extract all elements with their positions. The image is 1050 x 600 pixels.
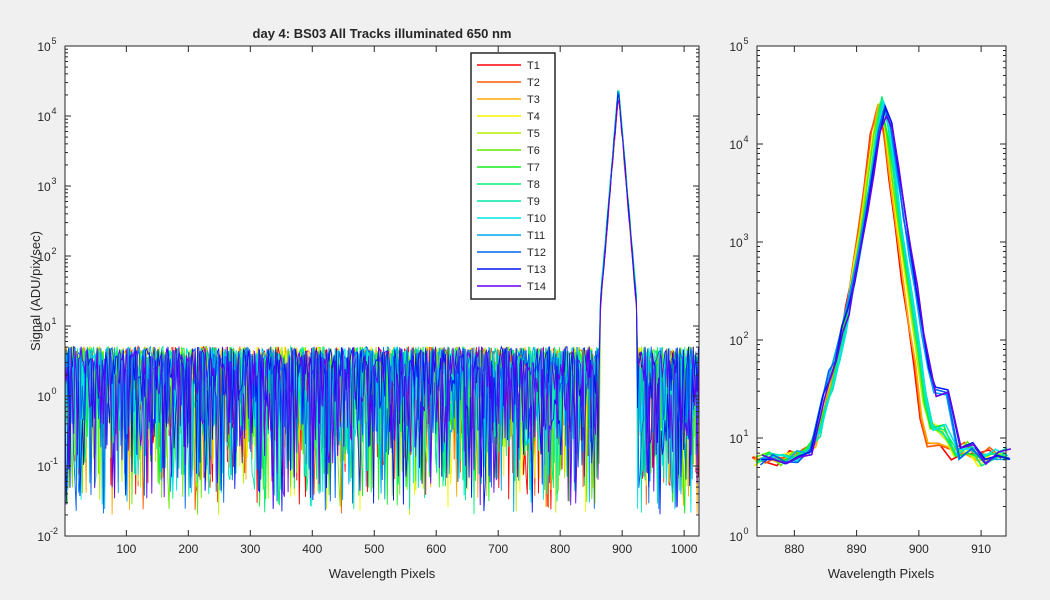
y-tick-exponent: 3 bbox=[51, 176, 56, 186]
legend-label-t11: T11 bbox=[527, 230, 545, 242]
zoom-plot-frame bbox=[756, 45, 1007, 537]
zoom-x-tick-label: 900 bbox=[909, 542, 929, 556]
legend-label-t12: T12 bbox=[527, 247, 546, 259]
zoom-y-tick-label: 10 bbox=[729, 432, 743, 446]
x-tick-label: 300 bbox=[240, 542, 260, 556]
zoom-series-line-t8 bbox=[757, 96, 1007, 467]
zoom-y-tick-exponent: 5 bbox=[743, 36, 748, 46]
main-x-axis-label: Wavelength Pixels bbox=[329, 566, 436, 581]
x-tick-label: 700 bbox=[488, 542, 508, 556]
series-line-t14 bbox=[64, 99, 699, 509]
zoom-series-line-t14 bbox=[761, 114, 1012, 466]
x-tick-label: 400 bbox=[302, 542, 322, 556]
y-tick-exponent: 5 bbox=[51, 36, 56, 46]
legend-label-t1: T1 bbox=[527, 60, 540, 72]
legend-label-t7: T7 bbox=[527, 162, 540, 174]
zoom-y-tick-label: 10 bbox=[729, 138, 743, 152]
legend-label-t2: T2 bbox=[527, 77, 540, 89]
x-tick-label: 1000 bbox=[671, 542, 698, 556]
legend-label-t4: T4 bbox=[527, 111, 540, 123]
zoom-x-tick-label: 890 bbox=[847, 542, 867, 556]
main-series-lines bbox=[64, 89, 699, 515]
y-tick-label: 10 bbox=[37, 530, 51, 544]
x-tick-label: 600 bbox=[426, 542, 446, 556]
zoom-y-tick-label: 10 bbox=[729, 530, 743, 544]
main-chart-title: day 4: BS03 All Tracks illuminated 650 n… bbox=[253, 26, 512, 41]
y-tick-label: 10 bbox=[37, 320, 51, 334]
legend-label-t14: T14 bbox=[527, 281, 546, 293]
zoom-y-tick-exponent: 0 bbox=[743, 526, 748, 536]
y-tick-exponent: 0 bbox=[51, 386, 56, 396]
main-spectrum-chart: day 4: BS03 All Tracks illuminated 650 n… bbox=[28, 26, 700, 581]
zoom-series-lines bbox=[751, 96, 1012, 468]
zoom-x-axis-label: Wavelength Pixels bbox=[828, 566, 935, 581]
y-tick-label: 10 bbox=[37, 390, 51, 404]
y-tick-exponent: -2 bbox=[50, 526, 58, 536]
y-tick-exponent: -1 bbox=[50, 456, 58, 466]
legend-label-t9: T9 bbox=[527, 196, 540, 208]
y-tick-label: 10 bbox=[37, 460, 51, 474]
legend-label-t8: T8 bbox=[527, 179, 540, 191]
y-tick-label: 10 bbox=[37, 40, 51, 54]
y-tick-label: 10 bbox=[37, 110, 51, 124]
x-tick-label: 500 bbox=[364, 542, 384, 556]
zoom-series-line-t10 bbox=[758, 100, 1009, 463]
legend-label-t5: T5 bbox=[527, 128, 540, 140]
zoom-y-tick-label: 10 bbox=[729, 236, 743, 250]
y-tick-label: 10 bbox=[37, 250, 51, 264]
zoom-x-tick-label: 880 bbox=[784, 542, 804, 556]
zoom-y-tick-label: 10 bbox=[729, 334, 743, 348]
zoom-y-tick-exponent: 4 bbox=[743, 134, 748, 144]
x-tick-label: 200 bbox=[178, 542, 198, 556]
legend-label-t10: T10 bbox=[527, 213, 546, 225]
series-line-t13 bbox=[64, 94, 699, 515]
main-plot-frame bbox=[64, 45, 700, 537]
zoom-y-tick-label: 10 bbox=[729, 40, 743, 54]
y-tick-exponent: 4 bbox=[51, 106, 56, 116]
x-tick-label: 800 bbox=[550, 542, 570, 556]
x-tick-label: 900 bbox=[612, 542, 632, 556]
legend: T1 T2 T3 T4 T5 T6 T7 T8 T9 T10 T11 T12 T13 T14 bbox=[470, 52, 556, 300]
y-tick-exponent: 1 bbox=[51, 316, 56, 326]
legend-label-t13: T13 bbox=[527, 264, 546, 276]
x-tick-label: 100 bbox=[116, 542, 136, 556]
main-y-axis-label: Signal (ADU/pix/sec) bbox=[28, 231, 43, 351]
series-line-t12 bbox=[64, 91, 699, 514]
zoom-y-tick-exponent: 2 bbox=[743, 330, 748, 340]
zoom-y-tick-exponent: 3 bbox=[743, 232, 748, 242]
y-tick-exponent: 2 bbox=[51, 246, 56, 256]
legend-box bbox=[470, 52, 556, 300]
y-tick-label: 10 bbox=[37, 180, 51, 194]
legend-label-t6: T6 bbox=[527, 145, 540, 157]
zoom-y-tick-exponent: 1 bbox=[743, 428, 748, 438]
zoom-x-tick-label: 910 bbox=[971, 542, 991, 556]
legend-label-t3: T3 bbox=[527, 94, 540, 106]
